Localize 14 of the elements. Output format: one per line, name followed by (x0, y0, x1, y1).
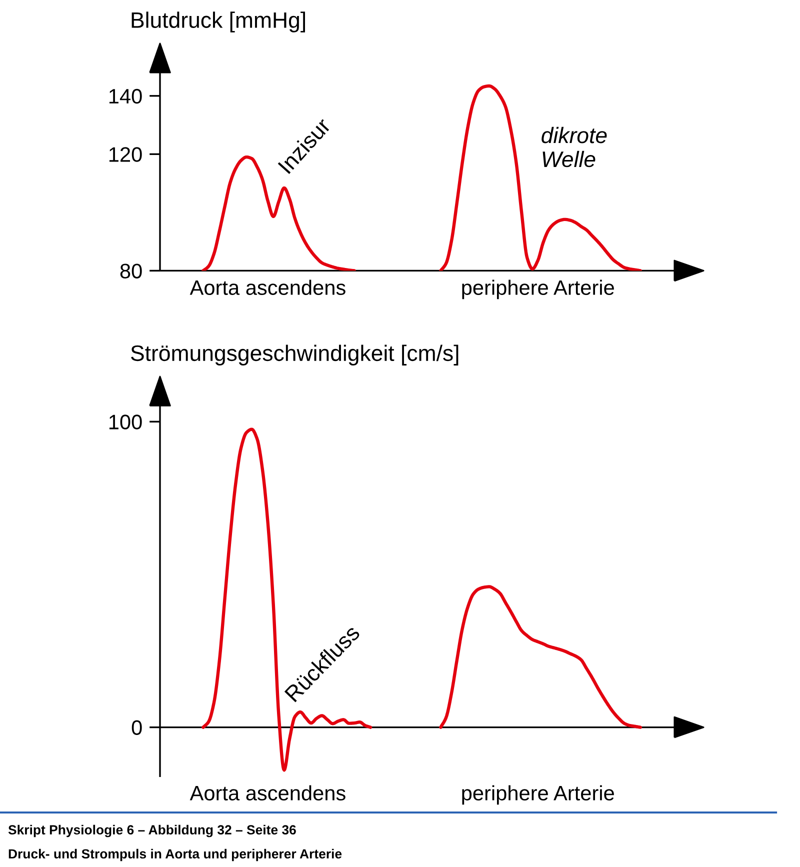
x-tick-label: Aorta ascendens (190, 785, 346, 801)
y-tick-label: 140 (109, 88, 142, 104)
y-tick-label: 120 (109, 147, 142, 162)
y-tick-label: 80 (120, 264, 142, 278)
text: Skript Physiologie 6 – Abbildung 32 – Seite 36 (8, 824, 296, 838)
y-tick-label: 0 (132, 720, 142, 736)
y-axis-title: Blutdruck [mmHg] (132, 12, 305, 32)
y-axis-title: Strömungsgeschwindigkeit [cm/s] (131, 344, 458, 366)
x-tick-label: periphere Arterie (462, 280, 614, 300)
x-tick-label: periphere Arterie (462, 785, 614, 805)
annotation: dikrote Welle (542, 126, 607, 168)
x-tick-label: Aorta ascendens (190, 280, 346, 296)
y-tick-label: 100 (109, 414, 142, 430)
text: Druck- und Strompuls in Aorta und peripherer Arterie (8, 848, 342, 862)
